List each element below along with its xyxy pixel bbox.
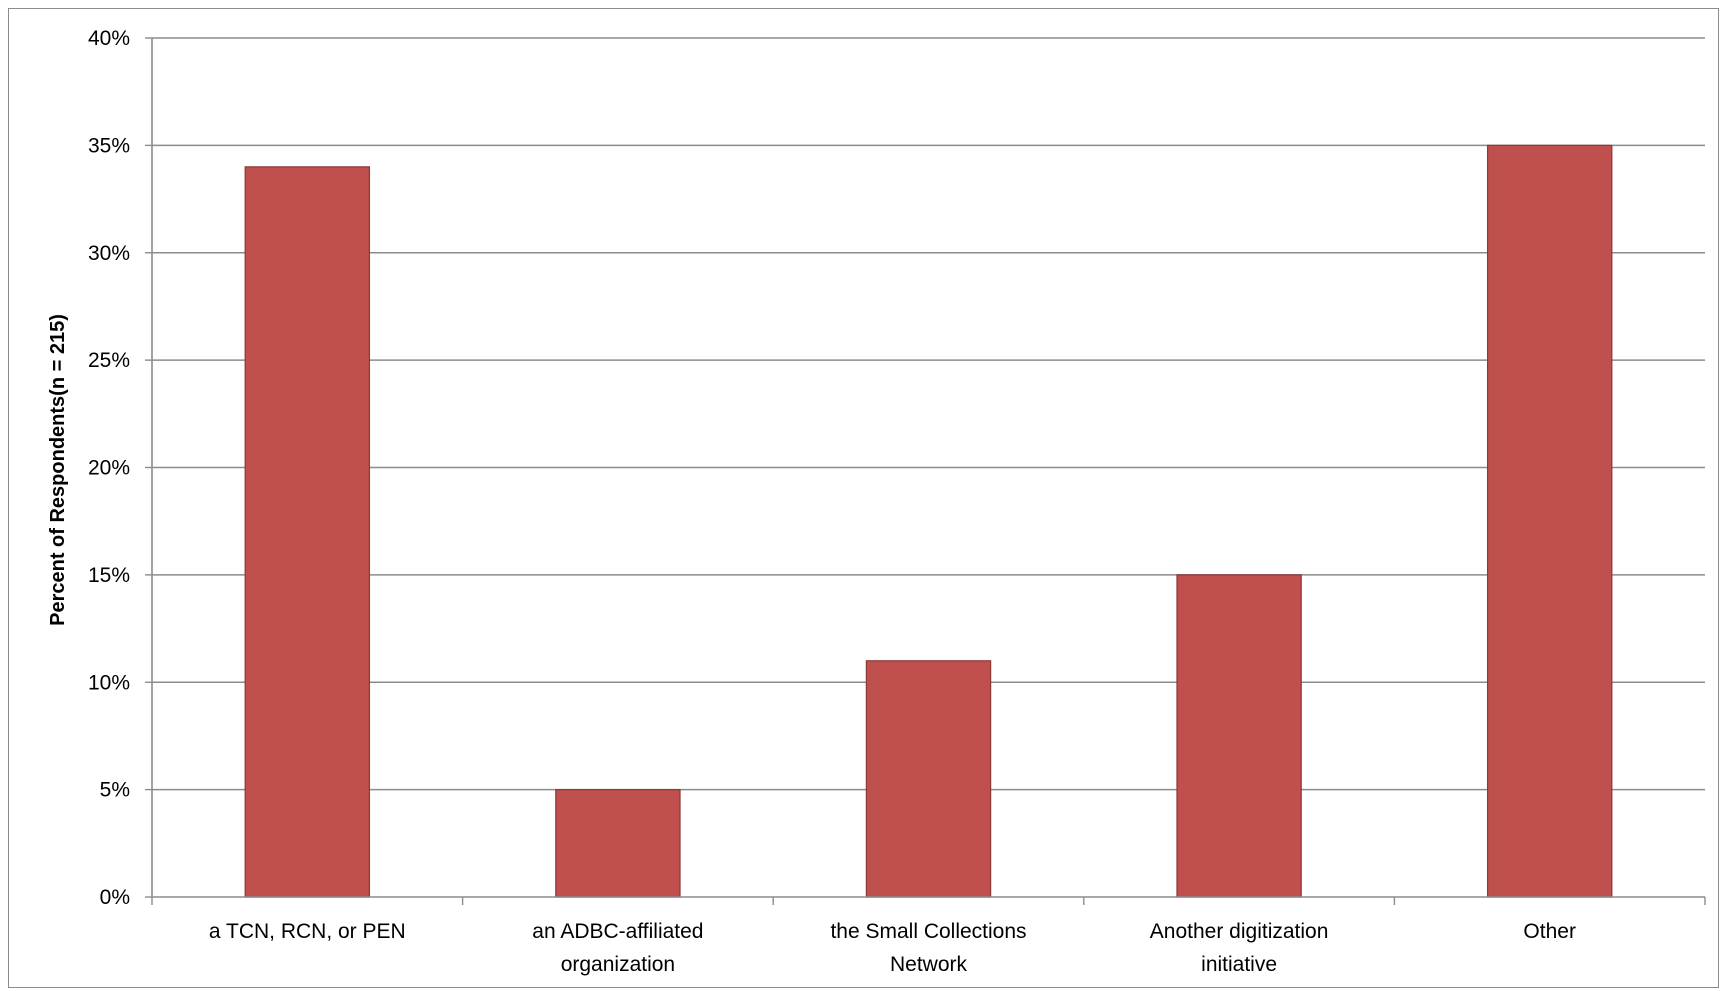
bar xyxy=(865,660,992,898)
y-tick-label: 40% xyxy=(88,27,130,50)
bars xyxy=(244,144,1613,898)
bar xyxy=(555,789,681,898)
gridlines xyxy=(152,37,1705,791)
y-tick-label: 20% xyxy=(88,457,130,480)
bar xyxy=(244,166,371,898)
y-tick-label: 15% xyxy=(88,564,130,587)
x-category-label: the Small Collections Network xyxy=(830,920,1026,976)
y-tick-label: 0% xyxy=(100,886,130,909)
x-category-label: a TCN, RCN, or PEN xyxy=(209,920,406,943)
x-category-labels: a TCN, RCN, or PEN an ADBC-affiliated orga… xyxy=(209,920,1576,976)
y-tick-label: 35% xyxy=(88,134,130,157)
x-category-label: Another digitization initiative xyxy=(1150,920,1329,976)
y-tick-labels: 0% 5% 10% 15% 20% 25% 30% 35% 40% xyxy=(88,27,130,909)
y-tick-label: 10% xyxy=(88,671,130,694)
x-category-label: Other xyxy=(1523,920,1576,943)
y-tick-label: 30% xyxy=(88,242,130,265)
y-tick-label: 5% xyxy=(100,779,130,802)
y-axis-label: Percent of Respondents(n = 215) xyxy=(47,314,69,626)
bar xyxy=(1176,574,1302,898)
x-category-label: an ADBC-affiliated organization xyxy=(532,920,703,976)
axes xyxy=(145,37,1706,905)
y-tick-label: 25% xyxy=(88,349,130,372)
bar xyxy=(1486,144,1613,898)
